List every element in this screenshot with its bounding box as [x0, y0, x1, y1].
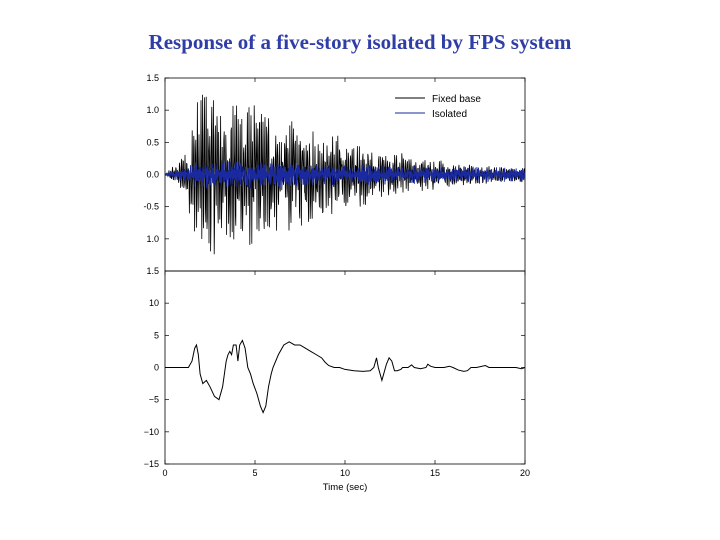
xtick-label: 10: [340, 468, 350, 478]
isolated-series-line: [165, 160, 525, 189]
bottom-series-line: [165, 339, 526, 414]
xtick-label: 15: [430, 468, 440, 478]
x-axis-label: Time (sec): [323, 482, 368, 493]
top-ytick-label: 1.5: [146, 266, 159, 276]
top-ytick-label: 0.0: [146, 170, 159, 180]
fixed-base-series-line: [165, 94, 525, 255]
top-ytick-label: 1.5: [146, 73, 159, 83]
bottom-ytick-label: 0: [154, 363, 159, 373]
top-ytick-label: 1.0: [146, 105, 159, 115]
top-ytick-label: -0.5: [143, 202, 159, 212]
top-ytick-label: 0.5: [146, 137, 159, 147]
xtick-label: 20: [520, 468, 530, 478]
top-ytick-label: 1.0: [146, 234, 159, 244]
chart-title: Response of a five-story isolated by FPS…: [148, 30, 572, 54]
bottom-ytick-label: −10: [144, 427, 159, 437]
bottom-ytick-label: −15: [144, 459, 159, 469]
xtick-label: 0: [162, 468, 167, 478]
legend-label-fixed-base: Fixed base: [432, 94, 481, 105]
xtick-label: 5: [252, 468, 257, 478]
bottom-ytick-label: 5: [154, 330, 159, 340]
legend-label-isolated: Isolated: [432, 109, 467, 120]
bottom-ytick-label: 10: [149, 298, 159, 308]
bottom-ytick-label: −5: [149, 395, 159, 405]
